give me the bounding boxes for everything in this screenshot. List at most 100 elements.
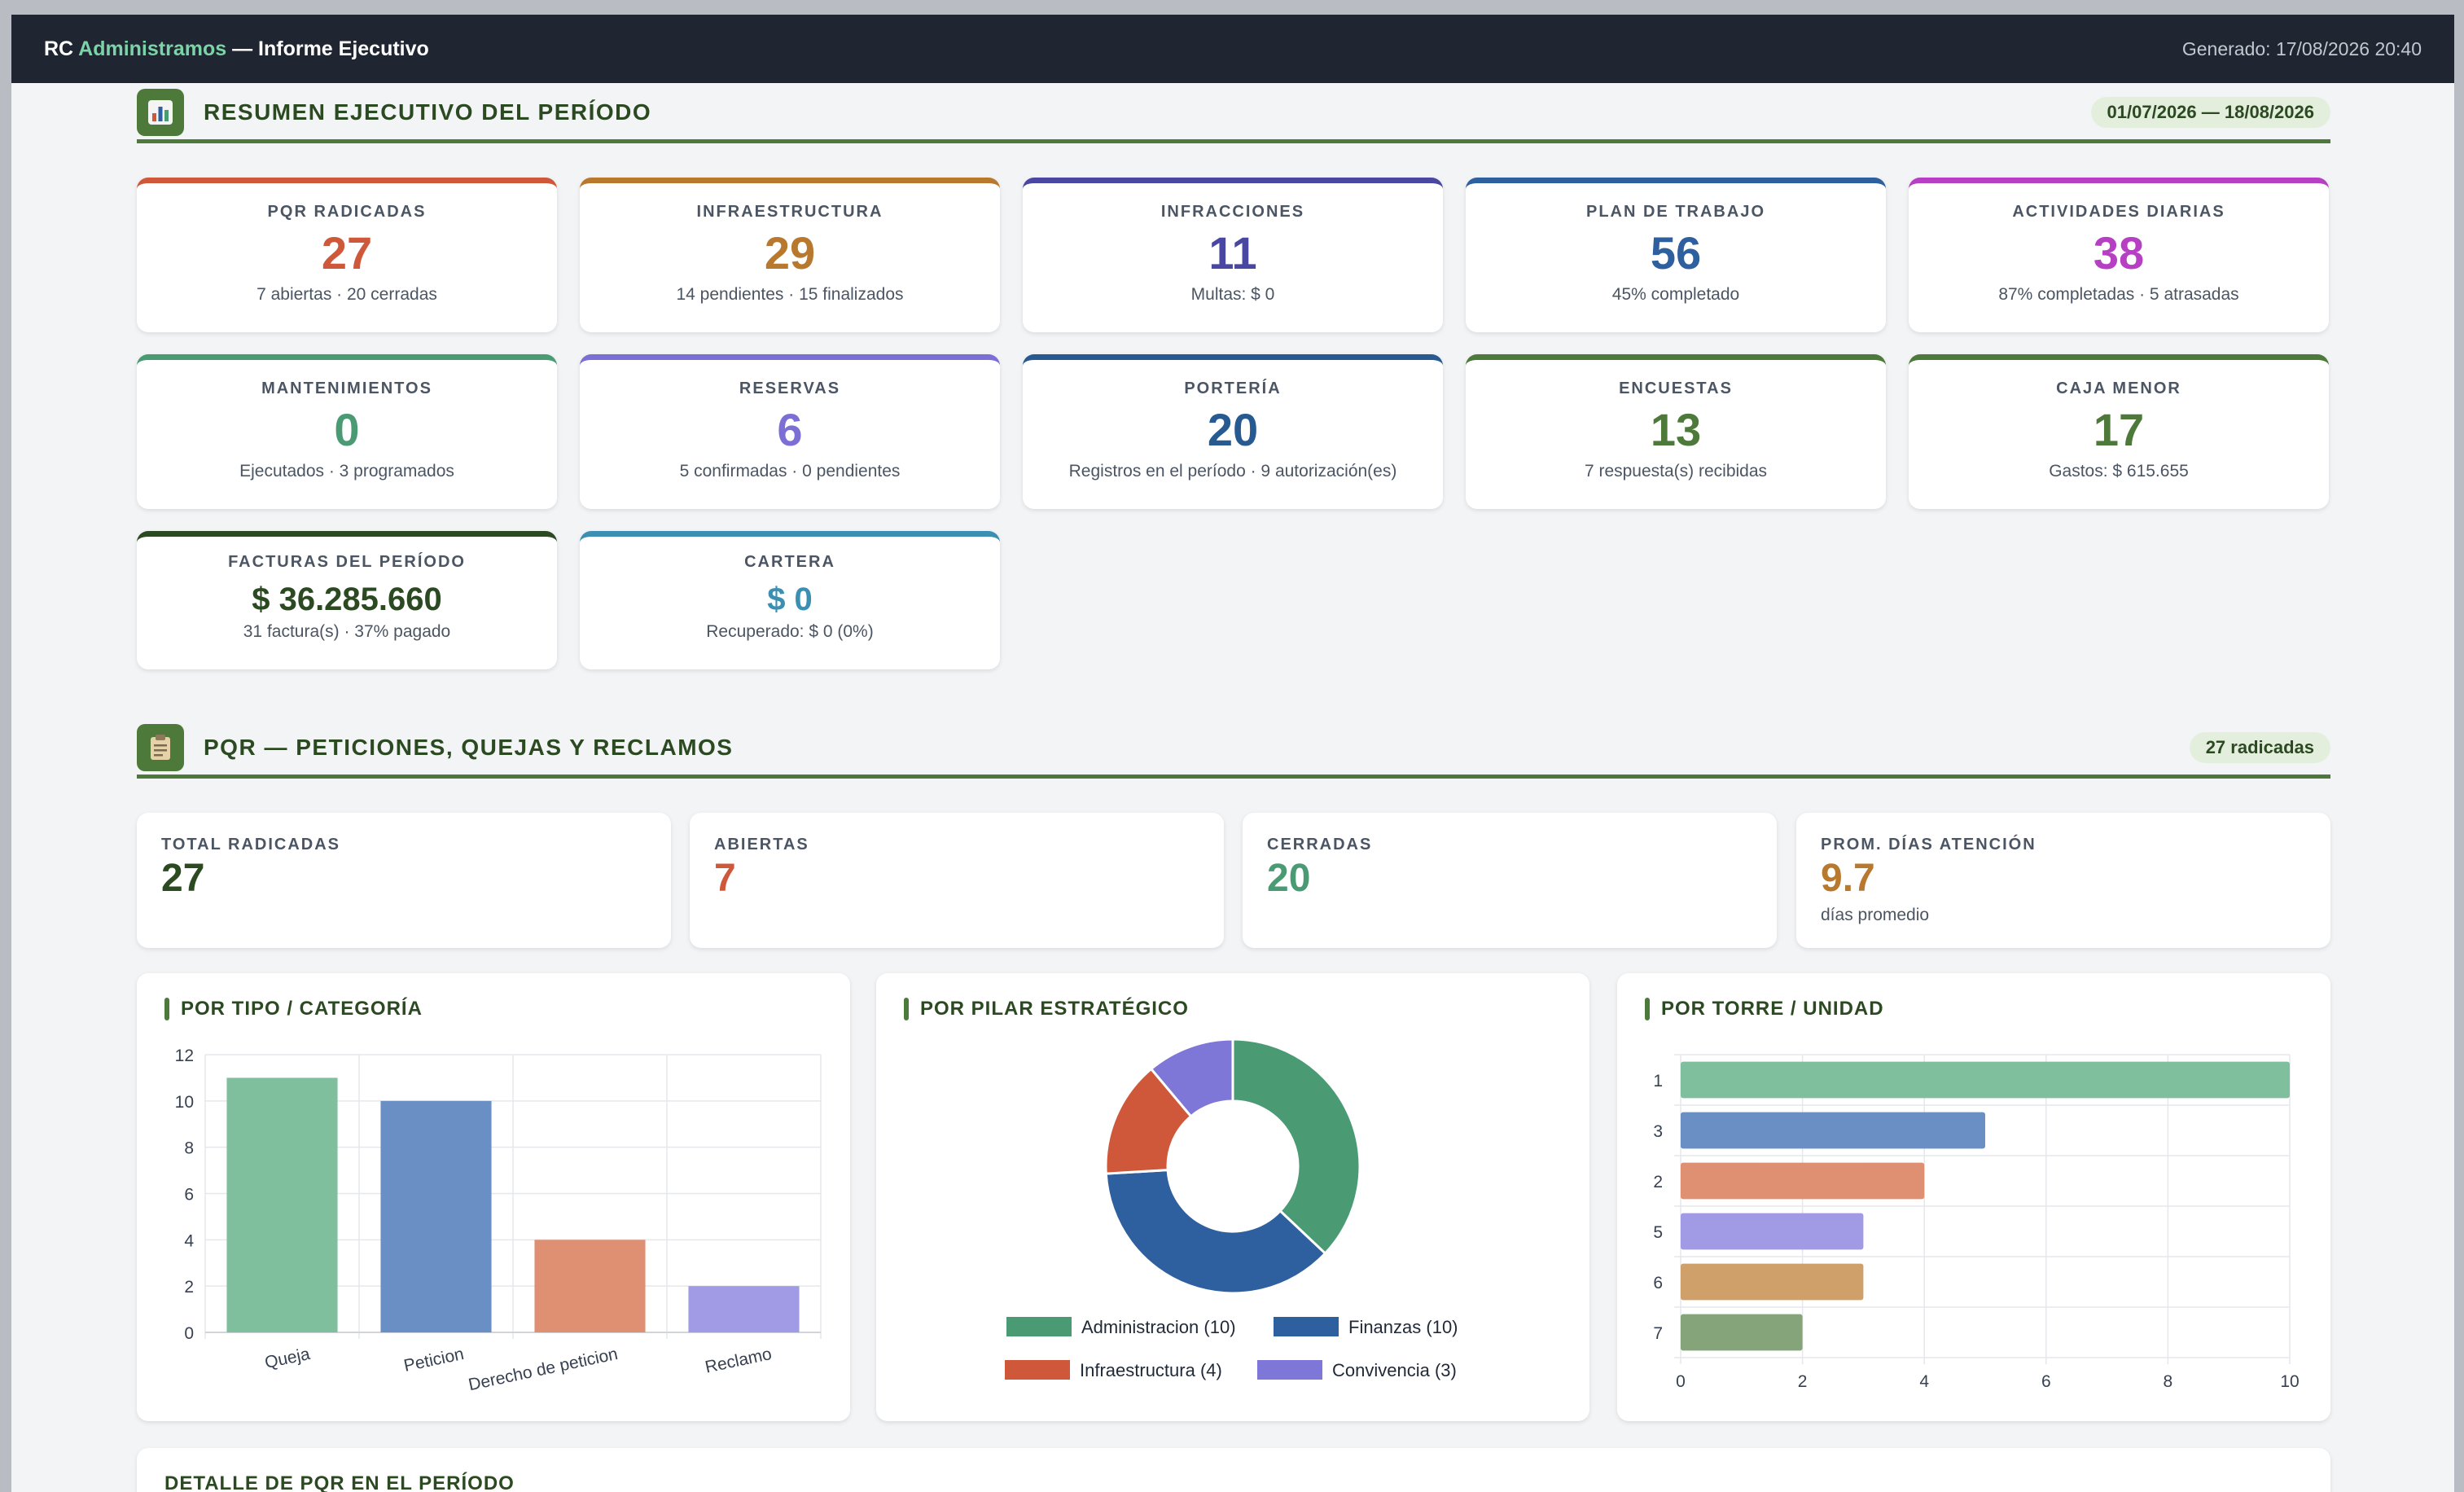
pqr-count-badge: 27 radicadas: [2189, 731, 2330, 763]
kpi-subtext: 7 respuesta(s) recibidas: [1584, 461, 1768, 481]
pqr-stat-card: TOTAL RADICADAS 27: [137, 813, 671, 948]
kpi-card: FACTURAS DEL PERÍODO $ 36.285.660 31 factu…: [137, 531, 557, 669]
kpi-label: RESERVAS: [739, 380, 841, 397]
y-tick-label: 10: [175, 1093, 194, 1112]
pqr-section-header: PQR — PETICIONES, QUEJAS Y RECLAMOS 27 r…: [137, 720, 2330, 779]
kpi-label: ENCUESTAS: [1619, 380, 1733, 397]
kpi-label: PLAN DE TRABAJO: [1585, 203, 1765, 221]
y-tick-label: 2: [184, 1278, 194, 1297]
kpi-subtext: 5 confirmadas · 0 pendientes: [679, 461, 901, 481]
x-tick-label: Peticion: [402, 1345, 466, 1376]
bar[interactable]: [1681, 1263, 1864, 1301]
kpi-value: 11: [1208, 227, 1257, 279]
y-tick-label: 3: [1653, 1122, 1663, 1141]
bar[interactable]: [1681, 1213, 1864, 1250]
y-tick-label: 12: [175, 1047, 194, 1065]
kpi-label: INFRACCIONES: [1160, 203, 1305, 221]
chart-card-pillar: POR PILAR ESTRATÉGICO Administracion (10…: [876, 973, 1589, 1421]
pqr-detail-card: DETALLE DE PQR EN EL PERÍODO: [137, 1448, 2330, 1492]
x-tick-label: Reclamo: [704, 1345, 774, 1377]
donut-slice[interactable]: [1104, 1169, 1327, 1295]
bar[interactable]: [1681, 1162, 1925, 1200]
kpi-subtext: 31 factura(s) · 37% pagado: [243, 622, 451, 641]
y-tick-label: 4: [184, 1231, 194, 1250]
kpi-subtext: 14 pendientes · 15 finalizados: [676, 284, 904, 304]
brand-rc: RC: [44, 37, 74, 60]
kpi-value: 38: [2093, 227, 2145, 279]
top-bar: RC Administramos — Informe Ejecutivo Gen…: [11, 15, 2454, 83]
kpi-value: $ 0: [767, 581, 813, 617]
kpi-value: 17: [2093, 404, 2145, 455]
kpi-card: MANTENIMIENTOS 0 Ejecutados · 3 programado…: [137, 354, 557, 509]
bar[interactable]: [534, 1240, 646, 1332]
donut-slice[interactable]: [1149, 1038, 1234, 1118]
bar[interactable]: [1681, 1314, 1803, 1351]
chart-title-type-text: POR TIPO / CATEGORÍA: [181, 998, 423, 1020]
legend-swatch: [1257, 1360, 1322, 1380]
donut-slice[interactable]: [1231, 1038, 1361, 1256]
kpi-subtext: Gastos: $ 615.655: [2049, 461, 2189, 481]
kpi-value: 13: [1650, 404, 1702, 455]
x-tick-label: 10: [2280, 1372, 2299, 1391]
y-tick-label: 6: [1653, 1274, 1663, 1292]
pqr-stat-card: ABIERTAS 7: [690, 813, 1224, 948]
bar[interactable]: [380, 1100, 492, 1332]
pqr-stat-card: CERRADAS 20: [1243, 813, 1777, 948]
bar[interactable]: [688, 1286, 800, 1332]
bar[interactable]: [226, 1077, 338, 1332]
kpi-label: CARTERA: [744, 553, 835, 571]
kpi-card: INFRACCIONES 11 Multas: $ 0: [1023, 178, 1443, 332]
chart-card-tower: POR TORRE / UNIDAD 0 2 4 6 8 10 1 3 2 5 6 7: [1617, 973, 2330, 1421]
kpi-label: PORTERÍA: [1184, 380, 1282, 397]
stat-label: PROM. DÍAS ATENCIÓN: [1821, 836, 2037, 854]
x-tick-label: 6: [2041, 1372, 2051, 1391]
bar[interactable]: [1681, 1112, 1985, 1149]
pqr-title: PQR — PETICIONES, QUEJAS Y RECLAMOS: [204, 734, 734, 760]
kpi-value: 20: [1207, 404, 1259, 455]
y-tick-label: 0: [184, 1324, 194, 1343]
summary-title: RESUMEN EJECUTIVO DEL PERÍODO: [204, 99, 652, 125]
stat-label: TOTAL RADICADAS: [161, 836, 340, 854]
kpi-subtext: Recuperado: $ 0 (0%): [706, 622, 874, 641]
kpi-value: 56: [1650, 227, 1702, 279]
stat-value: 9.7: [1821, 857, 1875, 900]
chart-icon: [137, 88, 184, 136]
legend-label: Administracion (10): [1081, 1317, 1236, 1337]
kpi-label: MANTENIMIENTOS: [261, 380, 432, 397]
kpi-subtext: 87% completadas · 5 atrasadas: [1998, 284, 2239, 304]
kpi-value: $ 36.285.660: [252, 581, 442, 617]
kpi-label: PQR RADICADAS: [267, 203, 427, 221]
kpi-card: ACTIVIDADES DIARIAS 38 87% completadas · 5…: [1909, 178, 2329, 332]
kpi-label: FACTURAS DEL PERÍODO: [228, 553, 466, 571]
kpi-card: INFRAESTRUCTURA 29 14 pendientes · 15 fina…: [580, 178, 1000, 332]
legend-label: Infraestructura (4): [1080, 1360, 1222, 1380]
generated-timestamp: Generado: 17/08/2026 20:40: [2181, 37, 2422, 59]
kpi-label: INFRAESTRUCTURA: [696, 203, 883, 221]
y-tick-label: 1: [1653, 1072, 1663, 1090]
y-tick-label: 7: [1653, 1324, 1663, 1343]
kpi-card: PORTERÍA 20 Registros en el período · 9 au…: [1023, 354, 1443, 509]
bar[interactable]: [1681, 1061, 2290, 1099]
x-tick-label: 0: [1676, 1372, 1686, 1391]
chart-title-pillar-text: POR PILAR ESTRATÉGICO: [920, 998, 1189, 1020]
x-tick-label: Derecho de peticion: [467, 1345, 619, 1394]
stat-value: 20: [1267, 857, 1311, 900]
pqr-detail-title: DETALLE DE PQR EN EL PERÍODO: [164, 1472, 515, 1492]
legend-swatch: [1274, 1317, 1339, 1336]
kpi-card: CARTERA $ 0 Recuperado: $ 0 (0%): [580, 531, 1000, 669]
brand-name: Administramos: [78, 37, 227, 60]
kpi-subtext: Registros en el período · 9 autorización…: [1068, 461, 1397, 481]
legend-swatch: [1005, 1360, 1070, 1380]
brand-suffix: — Informe Ejecutivo: [232, 37, 429, 60]
y-tick-label: 8: [184, 1139, 194, 1158]
chart-card-type: POR TIPO / CATEGORÍA 0 2 4 6 8 10 12 Queja Petic…: [137, 973, 850, 1421]
chart-title-tower: POR TORRE / UNIDAD: [1645, 998, 1884, 1020]
clipboard-icon: [137, 723, 184, 771]
kpi-card: CAJA MENOR 17 Gastos: $ 615.655: [1909, 354, 2329, 509]
report-window: RC Administramos — Informe Ejecutivo Gen…: [11, 15, 2454, 1492]
kpi-subtext: Ejecutados · 3 programados: [239, 461, 454, 481]
kpi-value: 29: [764, 227, 816, 279]
kpi-label: ACTIVIDADES DIARIAS: [2012, 203, 2225, 221]
kpi-value: 0: [334, 404, 360, 455]
kpi-subtext: 7 abiertas · 20 cerradas: [256, 284, 437, 304]
